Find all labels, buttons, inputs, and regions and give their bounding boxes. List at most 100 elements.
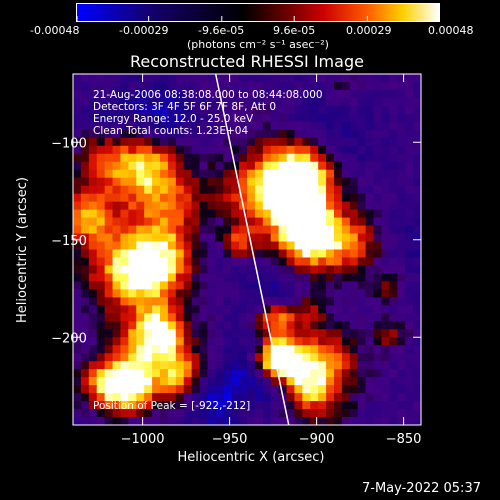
heatmap-cell xyxy=(223,401,232,410)
heatmap-cell xyxy=(365,81,375,91)
heatmap-cell xyxy=(215,113,224,123)
heatmap-cell xyxy=(128,225,137,235)
heatmap-cell xyxy=(80,169,90,179)
heatmap-cell xyxy=(294,217,303,227)
heatmap-cell xyxy=(175,393,185,402)
heatmap-cell xyxy=(413,401,421,410)
heatmap-cell xyxy=(318,169,327,179)
heatmap-cell xyxy=(334,289,343,298)
heatmap-cell xyxy=(231,337,240,346)
heatmap-cell xyxy=(223,153,232,163)
heatmap-cell xyxy=(207,257,216,267)
heatmap-cell xyxy=(405,273,414,283)
heatmap-cell xyxy=(167,153,177,163)
heatmap-cell xyxy=(357,129,367,139)
heatmap-cell xyxy=(389,217,398,227)
heatmap-cell xyxy=(318,417,327,425)
heatmap-cell xyxy=(254,97,264,107)
heatmap-cell xyxy=(191,393,201,402)
heatmap-cell xyxy=(270,345,280,354)
heatmap-cell xyxy=(302,121,311,131)
heatmap-cell xyxy=(175,81,185,91)
heatmap-cell xyxy=(80,121,90,131)
heatmap-cell xyxy=(334,74,343,83)
heatmap-cell xyxy=(223,225,232,235)
heatmap-cell xyxy=(341,121,351,131)
heatmap-cell xyxy=(262,393,272,402)
heatmap-cell xyxy=(112,289,122,298)
heatmap-cell xyxy=(294,113,303,123)
heatmap-cell xyxy=(318,297,327,306)
heatmap-cell xyxy=(223,409,232,418)
heatmap-cell xyxy=(136,81,145,91)
heatmap-cell xyxy=(294,169,303,179)
heatmap-cell xyxy=(223,377,232,386)
heatmap-cell xyxy=(112,233,122,243)
heatmap-cell xyxy=(215,177,224,187)
heatmap-cell xyxy=(207,193,216,203)
heatmap-cell xyxy=(88,201,98,211)
heatmap-cell xyxy=(183,257,193,267)
heatmap-cell xyxy=(349,89,359,99)
heatmap-cell xyxy=(326,241,335,251)
heatmap-cell xyxy=(381,289,390,298)
heatmap-cell xyxy=(120,249,129,259)
heatmap-cell xyxy=(231,305,240,314)
heatmap-cell xyxy=(73,409,82,418)
heatmap-cell xyxy=(278,145,288,155)
heatmap-cell xyxy=(365,201,375,211)
heatmap-cell xyxy=(318,209,327,219)
heatmap-cell xyxy=(207,121,216,131)
heatmap-cell xyxy=(247,313,256,322)
heatmap-cell xyxy=(128,329,137,338)
heatmap-cell xyxy=(381,137,390,147)
heatmap-cell xyxy=(80,225,90,235)
heatmap-cell xyxy=(294,345,303,354)
heatmap-cell xyxy=(405,289,414,298)
heatmap-cell xyxy=(88,105,98,115)
heatmap-cell xyxy=(262,281,272,290)
heatmap-cell xyxy=(96,201,106,211)
heatmap-cell xyxy=(223,321,232,330)
heatmap-cell xyxy=(231,185,240,195)
heatmap-cell xyxy=(120,361,129,370)
heatmap-cell xyxy=(167,289,177,298)
heatmap-cell xyxy=(341,113,351,123)
heatmap-cell xyxy=(199,361,209,370)
heatmap-cell xyxy=(397,225,406,235)
heatmap-cell xyxy=(341,89,351,99)
heatmap-cell xyxy=(278,417,288,425)
heatmap-cell xyxy=(397,177,406,187)
heatmap-cell xyxy=(207,97,216,107)
heatmap-cell xyxy=(104,113,114,123)
heatmap-cell xyxy=(231,81,240,91)
heatmap-cell xyxy=(199,137,209,147)
heatmap-cell xyxy=(413,337,421,346)
heatmap-cell xyxy=(183,201,193,211)
heatmap-cell xyxy=(167,313,177,322)
heatmap-cell xyxy=(175,105,185,115)
heatmap-cell xyxy=(207,209,216,219)
heatmap-cell xyxy=(278,385,288,394)
heatmap-cell xyxy=(239,401,248,410)
heatmap-cell xyxy=(334,209,343,219)
heatmap-cell xyxy=(120,321,129,330)
heatmap-cell xyxy=(389,313,398,322)
heatmap-cell xyxy=(88,361,98,370)
heatmap-cell xyxy=(302,409,311,418)
heatmap-cell xyxy=(223,81,232,91)
heatmap-cell xyxy=(357,113,367,123)
heatmap-cell xyxy=(104,337,114,346)
heatmap-cell xyxy=(326,217,335,227)
heatmap-cell xyxy=(381,361,390,370)
heatmap-cell xyxy=(160,217,169,227)
heatmap-cell xyxy=(152,409,161,418)
heatmap-cell xyxy=(88,329,98,338)
heatmap-cell xyxy=(397,81,406,91)
heatmap-cell xyxy=(349,281,359,290)
heatmap-cell xyxy=(357,305,367,314)
heatmap-cell xyxy=(341,313,351,322)
heatmap-cell xyxy=(167,233,177,243)
heatmap-cell xyxy=(96,209,106,219)
heatmap-cell xyxy=(397,289,406,298)
